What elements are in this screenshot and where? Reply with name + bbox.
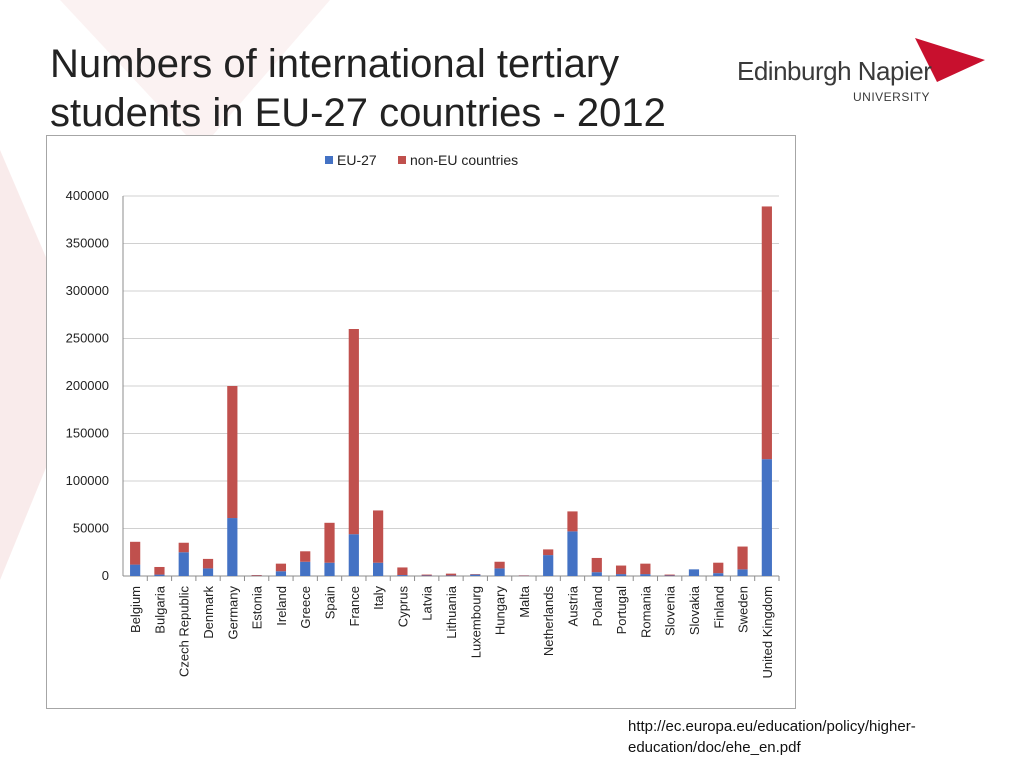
bar-eu27-united-kingdom (761, 459, 772, 576)
bar-non-eu-netherlands (543, 549, 554, 556)
bar-non-eu-hungary (494, 561, 505, 569)
bar-non-eu-portugal (615, 565, 627, 575)
y-tick-label: 0 (102, 568, 109, 583)
bar-eu27-germany (227, 518, 238, 576)
bar-non-eu-spain (324, 522, 335, 563)
x-tick-label: Finland (711, 586, 726, 629)
bar-eu27-ireland (275, 571, 287, 576)
x-tick-label: Sweden (736, 586, 751, 633)
x-tick-label: Latvia (420, 585, 435, 620)
x-tick-label: Romania (638, 585, 653, 638)
source-line-2: education/doc/ehe_en.pdf (628, 739, 801, 756)
x-tick-label: Estonia (250, 585, 265, 629)
x-tick-label: Czech Republic (177, 586, 192, 678)
x-tick-label: Lithuania (444, 585, 459, 639)
bar-non-eu-romania (640, 563, 651, 575)
bar-eu27-italy (373, 562, 384, 576)
legend-swatch (398, 156, 406, 164)
bar-non-eu-lithuania (445, 573, 457, 576)
bar-non-eu-germany (227, 386, 238, 519)
bar-non-eu-finland (713, 562, 724, 574)
x-tick-label: Denmark (201, 586, 216, 639)
x-tick-label: Slovakia (687, 585, 702, 635)
x-tick-label: Netherlands (541, 586, 556, 657)
title-line-2: students in EU-27 countries - 2012 (50, 91, 666, 135)
bar-non-eu-belgium (130, 541, 141, 565)
y-tick-label: 200000 (66, 378, 109, 393)
bar-non-eu-denmark (202, 558, 214, 569)
x-tick-label: Austria (565, 585, 580, 626)
y-tick-label: 100000 (66, 473, 109, 488)
bar-eu27-cyprus (397, 575, 408, 576)
bar-eu27-austria (567, 531, 578, 576)
bar-eu27-romania (640, 574, 651, 576)
bar-non-eu-poland (591, 557, 602, 573)
x-tick-label: Belgium (128, 586, 143, 633)
logo-subtitle: UNIVERSITY (853, 90, 931, 104)
bar-non-eu-estonia (251, 575, 262, 576)
bar-non-eu-cyprus (397, 567, 408, 576)
bar-eu27-czech-republic (178, 552, 189, 576)
legend-label: EU-27 (337, 152, 377, 168)
bar-eu27-sweden (737, 569, 748, 576)
bar-non-eu-czech-republic (178, 542, 189, 553)
y-tick-label: 250000 (66, 331, 109, 346)
x-tick-label: Spain (323, 586, 338, 619)
y-tick-label: 150000 (66, 426, 109, 441)
x-tick-label: Portugal (614, 586, 629, 635)
bar-non-eu-austria (567, 511, 578, 532)
bar-eu27-poland (591, 572, 602, 576)
legend-label: non-EU countries (410, 152, 518, 168)
logo-name: Edinburgh Napier (737, 56, 932, 86)
bar-non-eu-bulgaria (154, 566, 165, 575)
bar-eu27-france (348, 534, 359, 576)
bar-eu27-greece (300, 561, 311, 576)
x-tick-label: France (347, 586, 362, 626)
bar-eu27-luxembourg (470, 574, 481, 576)
source-line-1: http://ec.europa.eu/education/policy/hig… (628, 718, 916, 735)
bar-non-eu-france (348, 329, 359, 535)
x-tick-label: Cyprus (395, 586, 410, 628)
y-tick-label: 300000 (66, 283, 109, 298)
university-logo: Edinburgh Napier UNIVERSITY (735, 38, 995, 108)
x-tick-label: Malta (517, 585, 532, 618)
bar-non-eu-sweden (737, 546, 748, 570)
title-line-1: Numbers of international tertiary (50, 42, 620, 86)
bar-non-eu-united-kingdom (761, 206, 772, 460)
bar-non-eu-latvia (421, 574, 432, 576)
source-citation[interactable]: http://ec.europa.eu/education/policy/hig… (628, 716, 1008, 758)
bar-eu27-finland (713, 573, 724, 576)
x-tick-label: Poland (590, 586, 605, 626)
logo-triangle-icon (915, 38, 985, 82)
y-tick-label: 50000 (73, 521, 109, 536)
x-tick-label: Italy (371, 586, 386, 610)
bar-non-eu-italy (373, 510, 384, 563)
bar-eu27-denmark (202, 568, 214, 576)
x-tick-label: Greece (298, 586, 313, 629)
x-tick-label: Luxembourg (468, 586, 483, 658)
bar-non-eu-slovenia (664, 574, 675, 576)
page-title: Numbers of international tertiary studen… (50, 40, 770, 138)
bar-eu27-netherlands (543, 555, 554, 576)
y-tick-label: 400000 (66, 188, 109, 203)
bar-eu27-portugal (615, 574, 627, 576)
bar-eu27-slovakia (688, 569, 700, 576)
x-tick-label: Ireland (274, 586, 289, 626)
x-tick-label: Bulgaria (152, 585, 167, 633)
stacked-bar-chart: 0 50000 100000 150000 200000 250000 300000 3500… (66, 152, 780, 679)
bar-eu27-spain (324, 562, 335, 576)
chart-frame: 0 50000 100000 150000 200000 250000 300000 3500… (46, 135, 796, 709)
x-tick-label: Slovenia (663, 585, 678, 636)
x-tick-label: United Kingdom (760, 586, 775, 679)
bar-non-eu-ireland (275, 563, 287, 572)
y-tick-label: 350000 (66, 236, 109, 251)
bar-eu27-hungary (494, 568, 505, 576)
x-tick-label: Germany (225, 586, 240, 640)
legend-swatch (325, 156, 333, 164)
bar-non-eu-greece (300, 551, 311, 562)
x-tick-label: Hungary (493, 586, 508, 636)
bar-eu27-bulgaria (154, 574, 165, 576)
bar-eu27-belgium (130, 564, 141, 576)
